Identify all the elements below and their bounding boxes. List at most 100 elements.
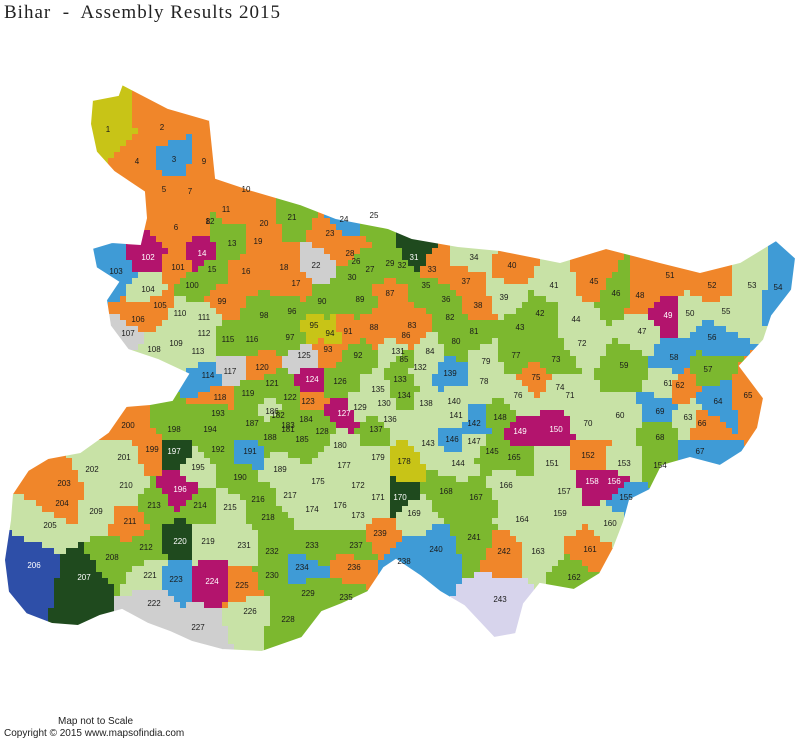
constituency-label-210: 210 [119, 481, 133, 490]
constituency-label-89: 89 [356, 295, 365, 304]
constituency-label-74: 74 [556, 383, 565, 392]
constituency-label-241: 241 [467, 533, 481, 542]
constituency-label-204: 204 [55, 499, 69, 508]
constituency-label-129: 129 [353, 403, 367, 412]
constituency-label-19: 19 [254, 237, 263, 246]
constituency-label-165: 165 [507, 453, 521, 462]
constituency-label-35: 35 [422, 281, 431, 290]
constituency-label-66: 66 [698, 419, 707, 428]
constituency-label-45: 45 [590, 277, 599, 286]
constituency-label-203: 203 [57, 479, 71, 488]
constituency-label-139: 139 [443, 369, 457, 378]
constituency-label-9: 9 [202, 157, 207, 166]
constituency-label-80: 80 [452, 337, 461, 346]
constituency-label-177: 177 [337, 461, 351, 470]
constituency-label-3: 3 [172, 155, 177, 164]
constituency-label-59: 59 [620, 361, 629, 370]
constituency-label-205: 205 [43, 521, 57, 530]
scale-note: Map not to Scale [58, 716, 134, 727]
constituency-label-72: 72 [578, 339, 587, 348]
constituency-label-17: 17 [292, 279, 301, 288]
constituency-label-103: 103 [109, 267, 123, 276]
constituency-label-65: 65 [744, 391, 753, 400]
constituency-label-113: 113 [192, 347, 205, 356]
constituency-label-219: 219 [201, 537, 215, 546]
constituency-label-41: 41 [550, 281, 559, 290]
constituency-label-55: 55 [722, 307, 731, 316]
constituency-label-7: 7 [188, 187, 193, 196]
constituency-label-98: 98 [260, 311, 269, 320]
constituency-label-16: 16 [242, 267, 251, 276]
constituency-label-201: 201 [117, 453, 131, 462]
constituency-label-95: 95 [310, 321, 319, 330]
constituency-label-169: 169 [407, 509, 421, 518]
constituency-label-108: 108 [147, 345, 161, 354]
constituency-label-167: 167 [469, 493, 483, 502]
constituency-label-191: 191 [243, 447, 257, 456]
constituency-label-142: 142 [467, 419, 481, 428]
constituency-label-200: 200 [121, 421, 135, 430]
copyright-text: Copyright © 2015 www.mapsofindia.com [4, 728, 185, 739]
constituency-label-37: 37 [462, 277, 471, 286]
constituency-label-21: 21 [288, 213, 297, 222]
constituency-label-196: 196 [173, 485, 187, 494]
constituency-label-233: 233 [305, 541, 319, 550]
constituency-label-54: 54 [774, 283, 783, 292]
constituency-label-28: 28 [346, 249, 355, 258]
constituency-label-171: 171 [371, 493, 385, 502]
constituency-label-164: 164 [515, 515, 529, 524]
constituency-label-104: 104 [141, 285, 155, 294]
constituency-label-227: 227 [191, 623, 205, 632]
constituency-label-114: 114 [202, 371, 215, 380]
constituency-label-128: 128 [315, 427, 329, 436]
constituency-label-20: 20 [260, 219, 269, 228]
constituency-label-38: 38 [474, 301, 483, 310]
constituency-label-53: 53 [748, 281, 757, 290]
constituency-label-136: 136 [383, 415, 397, 424]
constituency-label-145: 145 [485, 447, 499, 456]
constituency-label-228: 228 [281, 615, 295, 624]
constituency-label-168: 168 [439, 487, 453, 496]
constituency-label-6: 6 [174, 223, 179, 232]
constituency-label-207: 207 [77, 573, 91, 582]
constituency-label-140: 140 [447, 397, 461, 406]
constituency-label-112: 112 [198, 329, 211, 338]
constituency-label-216: 216 [251, 495, 265, 504]
constituency-label-236: 236 [347, 563, 361, 572]
constituency-label-14: 14 [198, 249, 207, 258]
constituency-label-25: 25 [370, 211, 379, 220]
constituency-label-166: 166 [499, 481, 513, 490]
constituency-label-151: 151 [545, 459, 559, 468]
constituency-label-187: 187 [245, 419, 259, 428]
constituency-label-100: 100 [185, 281, 199, 290]
constituency-label-226: 226 [243, 607, 257, 616]
constituency-label-22: 22 [312, 261, 321, 270]
constituency-label-51: 51 [666, 271, 675, 280]
constituency-label-157: 157 [557, 487, 571, 496]
constituency-label-180: 180 [333, 441, 347, 450]
constituency-label-31: 31 [410, 253, 419, 262]
constituency-label-8: 8 [206, 217, 211, 226]
constituency-label-181: 181 [281, 425, 295, 434]
constituency-label-154: 154 [653, 461, 667, 470]
constituency-label-83: 83 [408, 321, 417, 330]
constituency-label-87: 87 [386, 289, 395, 298]
constituency-label-46: 46 [612, 289, 621, 298]
constituency-label-126: 126 [333, 377, 347, 386]
constituency-label-64: 64 [714, 397, 723, 406]
constituency-label-43: 43 [516, 323, 525, 332]
constituency-label-82: 82 [446, 313, 455, 322]
constituency-label-230: 230 [265, 571, 279, 580]
constituency-label-84: 84 [426, 347, 435, 356]
constituency-label-212: 212 [139, 543, 153, 552]
constituency-label-182: 182 [271, 411, 285, 420]
constituency-label-156: 156 [607, 477, 621, 486]
constituency-label-13: 13 [228, 239, 237, 248]
constituency-label-242: 242 [497, 547, 511, 556]
constituency-label-221: 221 [143, 571, 157, 580]
constituency-label-32: 32 [398, 261, 407, 270]
constituency-label-115: 115 [222, 335, 235, 344]
constituency-label-56: 56 [708, 333, 717, 342]
constituency-label-101: 101 [171, 263, 185, 272]
